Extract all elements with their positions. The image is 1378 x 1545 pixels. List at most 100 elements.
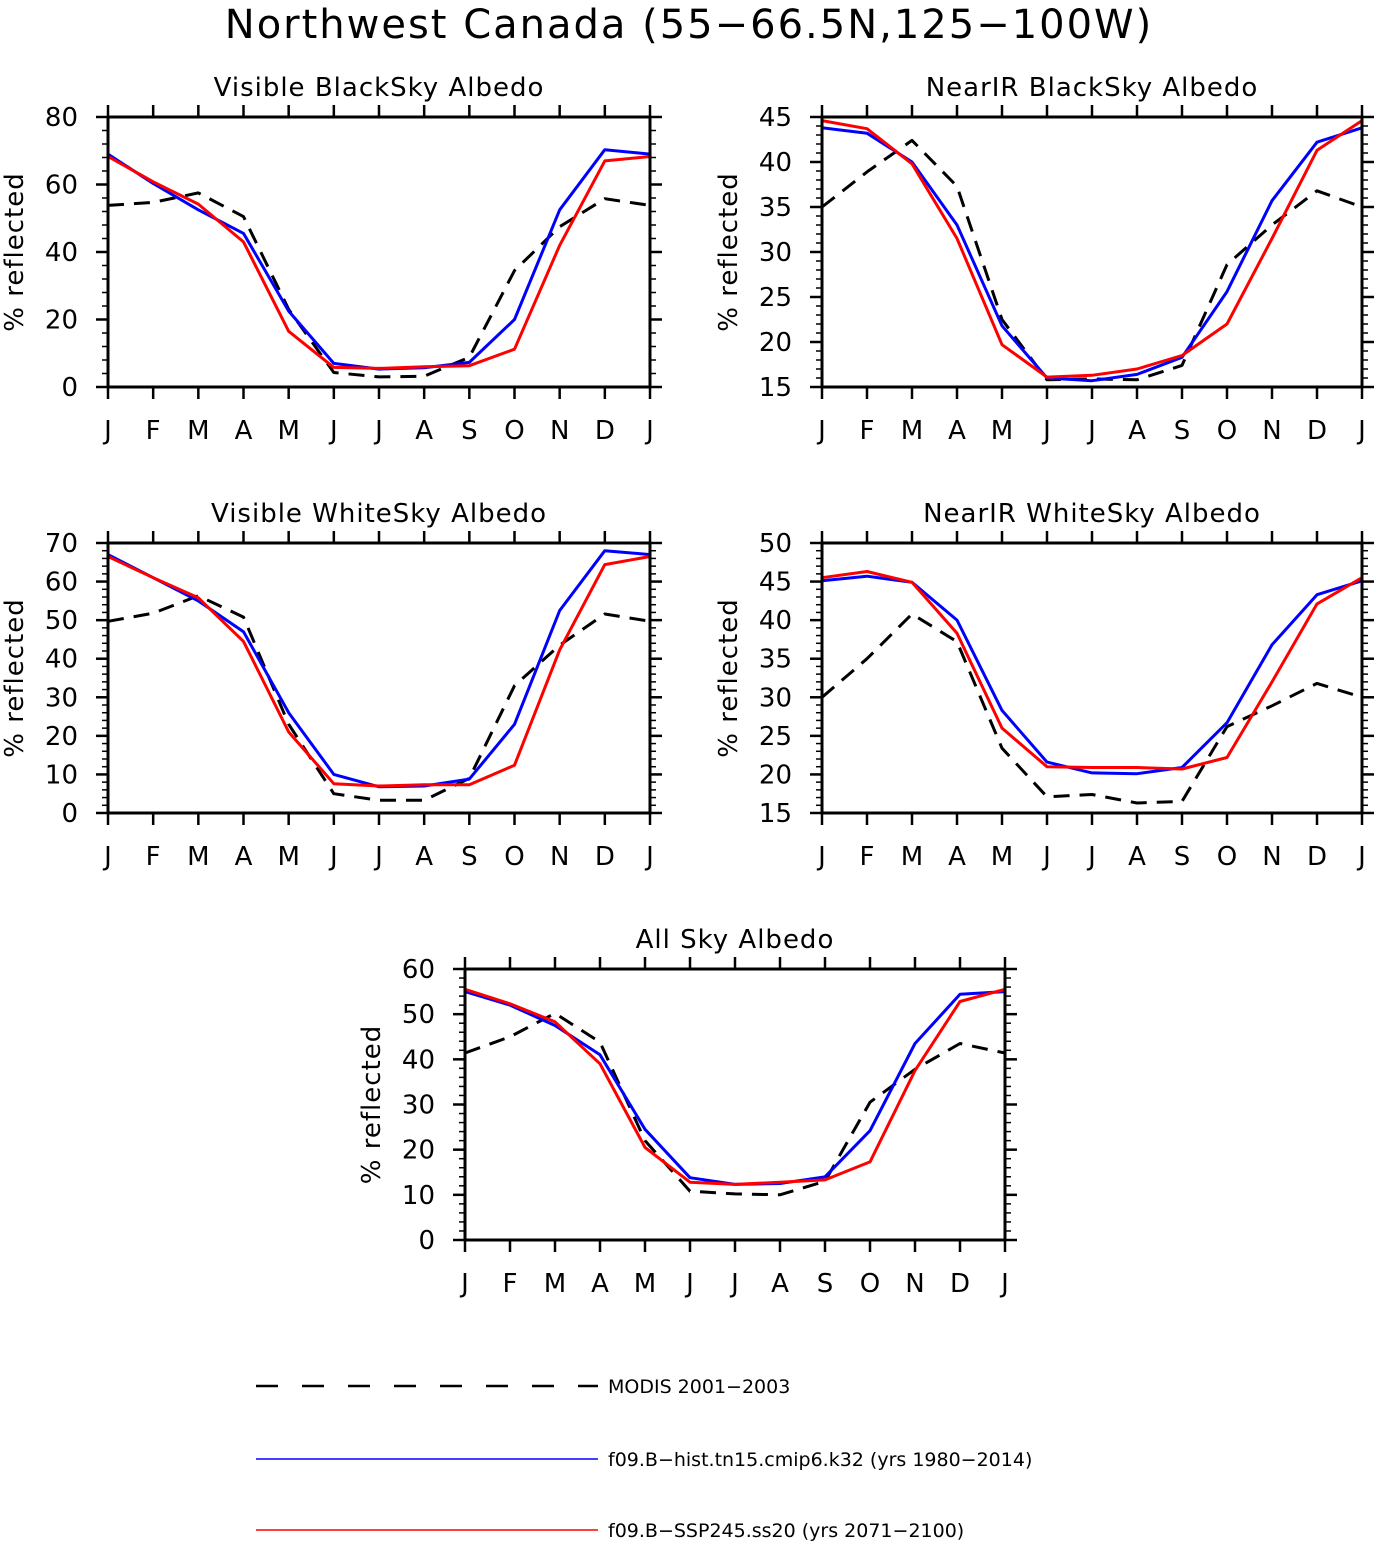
y-tick-label: 20	[45, 722, 78, 752]
series-line-3	[107, 155, 651, 370]
x-tick-label: J	[1086, 842, 1096, 872]
figure-title: Northwest Canada (55−66.5N,125−100W)	[225, 2, 1153, 48]
x-tick-label: M	[634, 1269, 656, 1299]
y-tick-label: 60	[45, 568, 78, 598]
y-tick-label: 25	[759, 283, 792, 313]
x-tick-label: J	[684, 1269, 694, 1299]
y-tick-label: 20	[45, 306, 78, 336]
x-tick-label: J	[729, 1269, 739, 1299]
y-tick-label: 40	[402, 1045, 435, 1075]
y-tick-label: 20	[759, 760, 792, 790]
y-axis-label: % reflected	[0, 598, 30, 757]
y-tick-label: 50	[45, 606, 78, 636]
x-tick-label: M	[187, 842, 209, 872]
series-line-3	[107, 555, 651, 788]
x-tick-label: F	[146, 842, 161, 872]
x-tick-label: A	[1128, 842, 1146, 872]
x-tick-label: J	[459, 1269, 469, 1299]
x-tick-label: D	[1307, 416, 1327, 446]
x-tick-label: M	[991, 416, 1013, 446]
x-tick-label: M	[277, 842, 299, 872]
x-tick-label: O	[504, 842, 524, 872]
y-tick-label: 45	[759, 568, 792, 598]
x-tick-label: J	[1356, 842, 1366, 872]
x-tick-label: S	[461, 842, 478, 872]
x-tick-label: J	[644, 416, 654, 446]
panel-title: Visible WhiteSky Albedo	[211, 499, 547, 529]
y-tick-label: 0	[61, 373, 78, 403]
x-tick-label: F	[146, 416, 161, 446]
y-tick-label: 45	[759, 103, 792, 133]
y-tick-label: 20	[759, 328, 792, 358]
x-tick-label: N	[550, 416, 569, 446]
y-tick-label: 30	[759, 683, 792, 713]
x-tick-label: S	[1174, 416, 1191, 446]
x-tick-label: J	[1041, 416, 1051, 446]
series-line-2	[821, 574, 1363, 776]
x-tick-label: A	[948, 842, 966, 872]
y-tick-label: 70	[45, 529, 78, 559]
y-tick-label: 0	[61, 799, 78, 829]
x-tick-label: S	[461, 416, 478, 446]
plot-frame	[463, 967, 1007, 1242]
x-tick-label: S	[817, 1269, 834, 1299]
panel-title: Visible BlackSky Albedo	[214, 73, 545, 103]
x-tick-label: A	[415, 842, 433, 872]
x-tick-label: J	[1086, 416, 1096, 446]
plot-frame	[820, 541, 1364, 815]
series-line-2	[464, 990, 1006, 1186]
y-tick-label: 60	[402, 955, 435, 985]
series-line-2	[107, 549, 651, 789]
x-tick-label: J	[328, 842, 338, 872]
y-tick-label: 10	[45, 760, 78, 790]
y-tick-label: 40	[759, 148, 792, 178]
series-line-3	[821, 119, 1363, 379]
x-tick-label: M	[277, 416, 299, 446]
x-tick-label: A	[1128, 416, 1146, 446]
x-tick-label: J	[1356, 416, 1366, 446]
series-line-2	[821, 126, 1363, 383]
x-tick-label: O	[504, 416, 524, 446]
x-tick-label: M	[544, 1269, 566, 1299]
y-tick-label: 40	[45, 238, 78, 268]
legend-label-3: f09.B−SSP245.ss20 (yrs 2071−2100)	[608, 1520, 964, 1542]
series-line-1	[821, 612, 1363, 805]
y-tick-label: 40	[759, 606, 792, 636]
x-tick-label: J	[816, 842, 826, 872]
x-tick-label: J	[102, 416, 112, 446]
plot-frame	[820, 115, 1364, 389]
x-tick-label: A	[235, 842, 253, 872]
y-tick-label: 15	[759, 373, 792, 403]
x-tick-label: J	[328, 416, 338, 446]
x-tick-label: A	[591, 1269, 609, 1299]
panel-title: NearIR BlackSky Albedo	[926, 73, 1259, 103]
legend: MODIS 2001−2003 f09.B−hist.tn15.cmip6.k32…	[256, 1376, 1032, 1542]
x-tick-label: J	[373, 416, 383, 446]
y-tick-label: 30	[402, 1091, 435, 1121]
legend-label-2: f09.B−hist.tn15.cmip6.k32 (yrs 1980−2014…	[608, 1449, 1032, 1471]
x-tick-label: J	[373, 842, 383, 872]
x-tick-label: N	[550, 842, 569, 872]
legend-label-1: MODIS 2001−2003	[608, 1376, 790, 1398]
plot-frame	[106, 115, 652, 389]
x-tick-label: J	[644, 842, 654, 872]
x-tick-label: D	[950, 1269, 970, 1299]
x-tick-label: S	[1174, 842, 1191, 872]
series-line-1	[107, 594, 651, 802]
x-tick-label: N	[1262, 842, 1281, 872]
x-tick-label: M	[901, 416, 923, 446]
y-tick-label: 60	[45, 171, 78, 201]
y-axis-label: % reflected	[714, 598, 744, 757]
x-tick-label: J	[999, 1269, 1009, 1299]
y-tick-label: 40	[45, 645, 78, 675]
x-tick-label: F	[860, 842, 875, 872]
y-tick-label: 50	[759, 529, 792, 559]
x-tick-label: J	[816, 416, 826, 446]
x-tick-label: D	[595, 842, 615, 872]
y-tick-label: 50	[402, 1000, 435, 1030]
y-axis-label: % reflected	[0, 172, 30, 331]
